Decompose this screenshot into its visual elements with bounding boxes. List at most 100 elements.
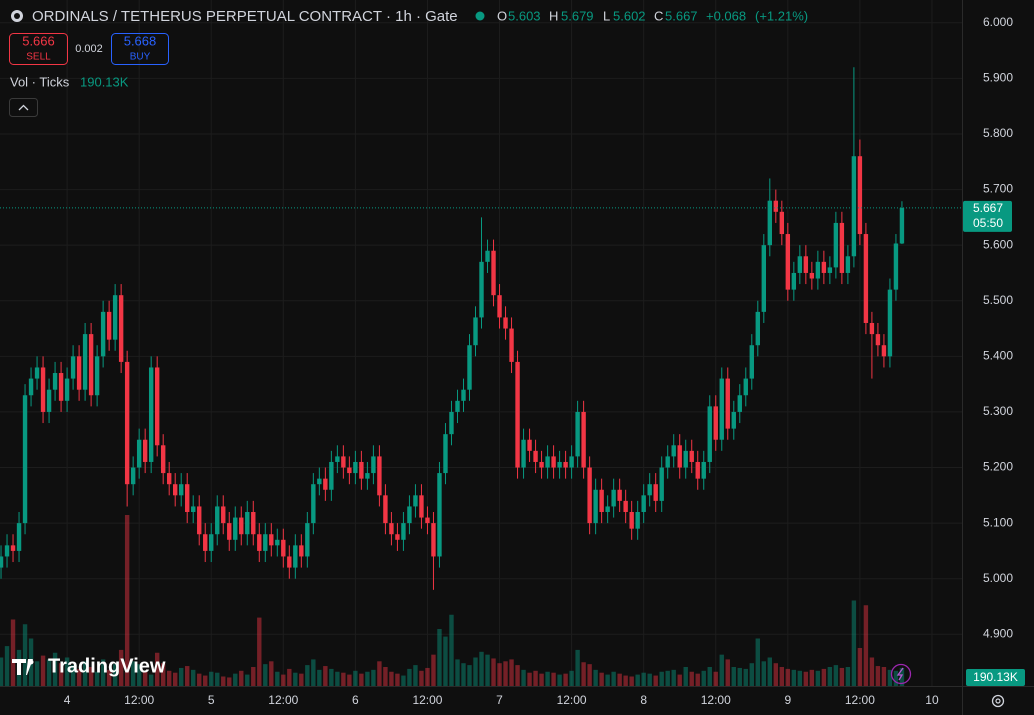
volume-bar [473, 657, 478, 686]
volume-bar [755, 638, 760, 686]
ohlc-value: 5.603 [508, 8, 541, 23]
volume-bar [449, 614, 454, 686]
candle-body [287, 556, 292, 568]
volume-bar [599, 672, 604, 686]
grid [0, 0, 962, 686]
y-tick-label: 5.400 [983, 349, 1013, 363]
candle-body [22, 395, 28, 524]
sell-price[interactable]: 5.666 [22, 33, 55, 48]
replay-icon[interactable] [890, 663, 912, 685]
buy-button[interactable] [111, 33, 169, 65]
candle-body [527, 439, 532, 451]
candle-body [251, 511, 256, 535]
candle-body [599, 489, 604, 512]
volume-bar [881, 667, 887, 686]
candle-body [112, 295, 118, 340]
ohlc-value: 5.602 [613, 8, 646, 23]
x-tick-label: 9 [784, 693, 791, 707]
price-tag [963, 200, 1012, 232]
candle-body [551, 456, 556, 468]
volume-bar [851, 600, 857, 686]
volume-bar [359, 673, 364, 686]
volume-bar [124, 515, 130, 686]
settings-icon[interactable] [991, 694, 1005, 708]
candle-body [869, 322, 875, 335]
x-tick-label: 5 [208, 693, 215, 707]
change: +0.068 [706, 8, 746, 23]
volume-bar [401, 675, 406, 686]
sell-button[interactable] [9, 33, 68, 65]
volume-bar [353, 670, 358, 686]
candle-body [773, 200, 779, 212]
volume-bar [305, 665, 310, 686]
candle-body [311, 484, 316, 524]
volume-bar [635, 674, 640, 686]
candles [0, 67, 905, 590]
volume-bar [791, 669, 797, 686]
volume-bar [191, 669, 196, 686]
candle-body [767, 200, 773, 246]
volume-bar [317, 669, 322, 686]
candle-body [731, 411, 736, 429]
volume-bar [737, 667, 742, 686]
candle-body [539, 461, 544, 468]
logo-icon [28, 659, 34, 665]
volume-bar [779, 667, 785, 686]
candle-body [809, 272, 815, 279]
x-tick-label: 8 [640, 693, 647, 707]
y-tick-label: 5.900 [983, 71, 1013, 85]
settings-icon[interactable] [995, 698, 1001, 704]
candle-body [10, 545, 16, 551]
candle-body [419, 495, 424, 518]
ohlc-value: 5.667 [665, 8, 698, 23]
ohlc-label: L [603, 8, 610, 23]
sell-label[interactable]: SELL [26, 52, 51, 63]
chart-title: ORDINALS / TETHERUS PERPETUAL CONTRACT ·… [32, 8, 458, 25]
volume-bar [136, 664, 142, 686]
candle-body [887, 289, 893, 357]
volume-bar [197, 673, 202, 686]
candle-body [76, 356, 82, 390]
candle-body [497, 295, 502, 318]
buy-label[interactable]: BUY [130, 52, 151, 63]
volume-bar [893, 670, 899, 686]
volume-title: Vol · Ticks [10, 74, 70, 89]
candle-body [707, 406, 712, 462]
candle-body [64, 378, 70, 401]
candle-body [761, 245, 766, 312]
candle-body [701, 461, 706, 479]
volume-bar [395, 673, 400, 686]
candle-body [635, 511, 640, 529]
candle-body [215, 506, 220, 535]
candle-body [671, 445, 676, 457]
candle-body [821, 261, 827, 273]
volume-bar [557, 674, 562, 686]
candle-body [833, 222, 839, 268]
volume-bar [647, 673, 652, 686]
volume-bar [203, 675, 208, 686]
collapse-button[interactable] [9, 98, 38, 117]
volume-bar [329, 668, 334, 686]
volume-bar [899, 667, 905, 686]
logo: TradingView [48, 655, 166, 677]
volume-bar [605, 674, 610, 686]
volume-bar [761, 661, 766, 686]
candle-body [425, 517, 430, 524]
replay-icon[interactable] [896, 667, 904, 681]
volume-bar [443, 636, 448, 686]
candle-body [689, 450, 694, 462]
candle-body [106, 311, 112, 340]
y-tick-label: 5.700 [983, 182, 1013, 196]
candle-body [713, 406, 718, 440]
volume-bar [389, 671, 394, 686]
volume-bar [166, 670, 172, 686]
y-tick-label: 4.900 [983, 626, 1013, 640]
candle-body [749, 345, 754, 379]
volume-bar [263, 664, 268, 686]
volume-bar [347, 674, 352, 686]
volume-bar [539, 673, 544, 686]
collapse-icon[interactable] [18, 104, 29, 111]
buy-price[interactable]: 5.668 [124, 33, 157, 48]
